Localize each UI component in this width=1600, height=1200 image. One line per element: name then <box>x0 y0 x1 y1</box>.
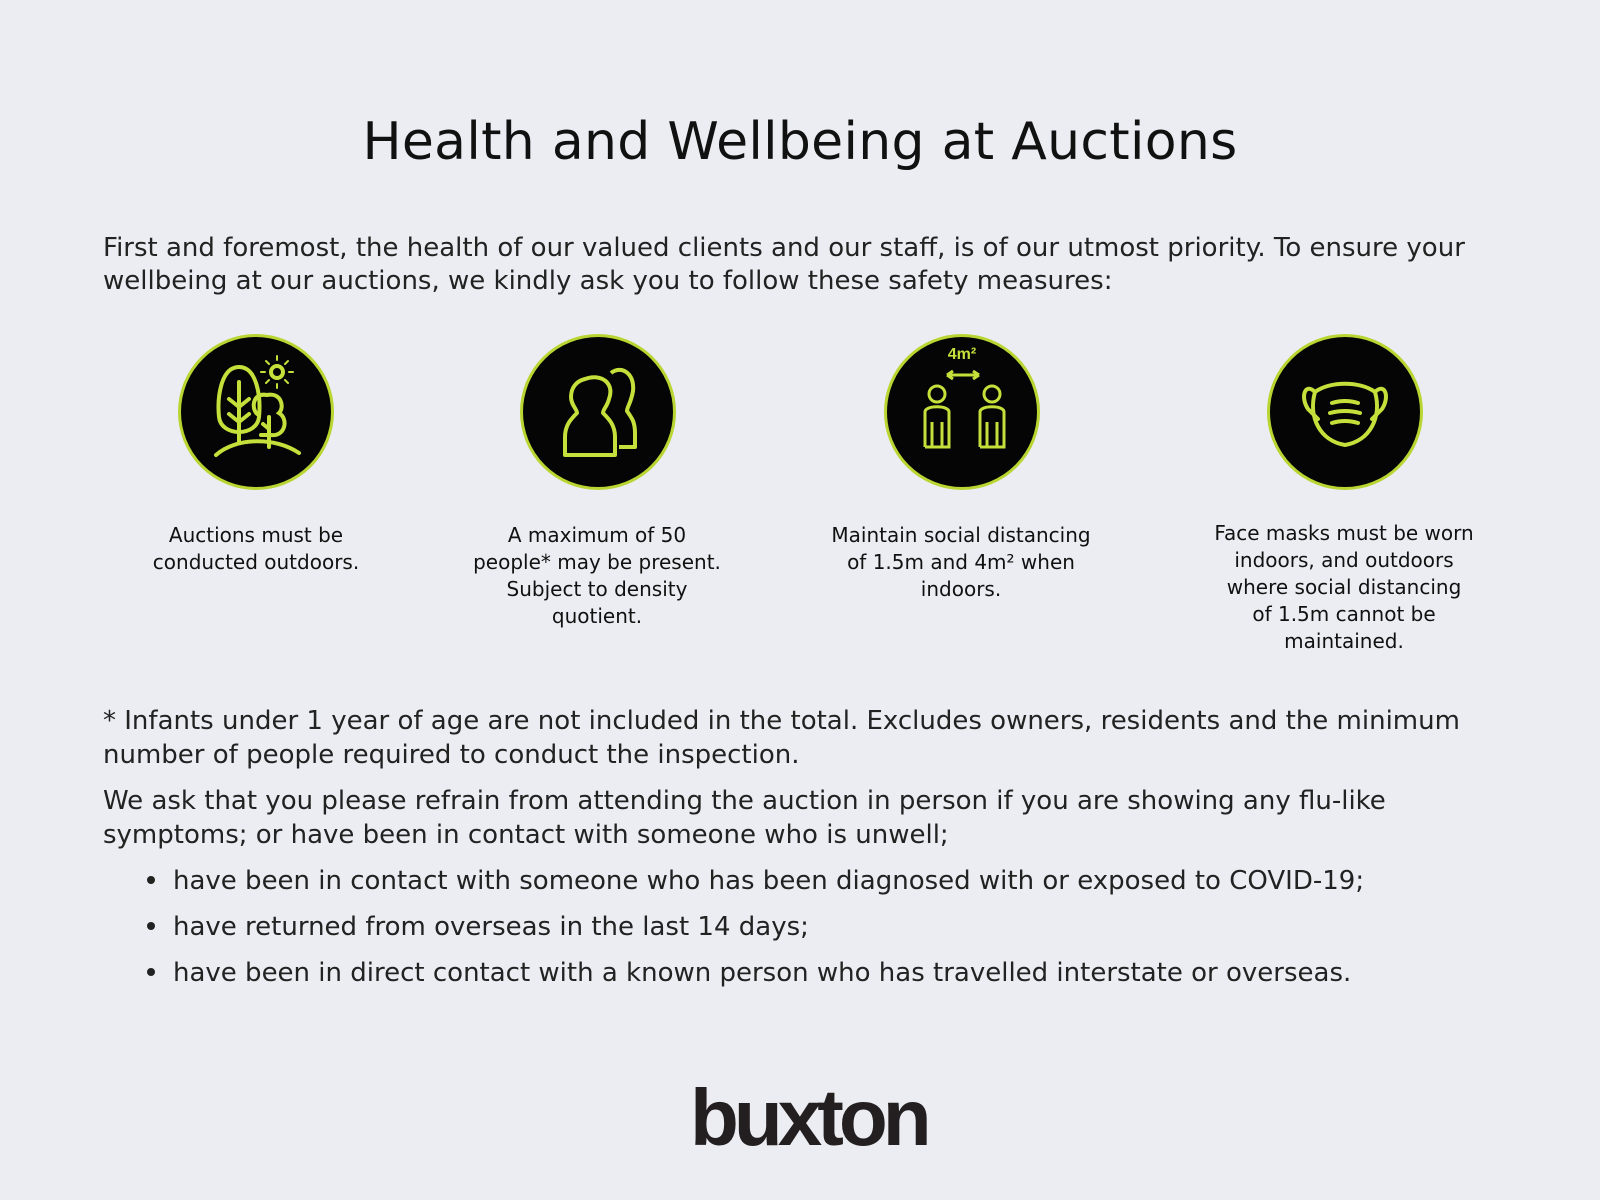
list-item-text: have been in direct contact with a known… <box>173 958 1352 988</box>
measure-caption: Face masks must be worn indoors, and out… <box>1214 521 1474 653</box>
list-item: have returned from overseas in the last … <box>147 910 809 944</box>
measure-caption: A maximum of 50 people* may be present. … <box>473 523 721 628</box>
buxton-logo: buxton <box>690 1073 932 1162</box>
footnote: * Infants under 1 year of age are not in… <box>103 706 1460 770</box>
page-title: Health and Wellbeing at Auctions <box>362 112 1238 172</box>
face-mask-icon <box>1267 334 1423 490</box>
people-icon <box>520 334 676 490</box>
list-item: have been in direct contact with a known… <box>147 956 1351 990</box>
area-label: 4m² <box>948 346 976 363</box>
trees-sun-icon <box>178 334 334 490</box>
request-paragraph: We ask that you please refrain from atte… <box>103 786 1386 850</box>
social-distancing-icon: 4m² <box>884 334 1040 490</box>
measure-caption: Auctions must be conducted outdoors. <box>152 523 360 574</box>
list-item-text: have been in contact with someone who ha… <box>173 866 1365 896</box>
intro-paragraph: First and foremost, the health of our va… <box>103 233 1465 296</box>
list-item-text: have returned from overseas in the last … <box>173 912 809 942</box>
bullet-icon <box>147 967 155 976</box>
bullet-icon <box>147 921 155 930</box>
list-item: have been in contact with someone who ha… <box>147 864 1364 898</box>
measure-caption: Maintain social distancing of 1.5m and 4… <box>831 523 1091 601</box>
bullet-icon <box>147 875 155 884</box>
